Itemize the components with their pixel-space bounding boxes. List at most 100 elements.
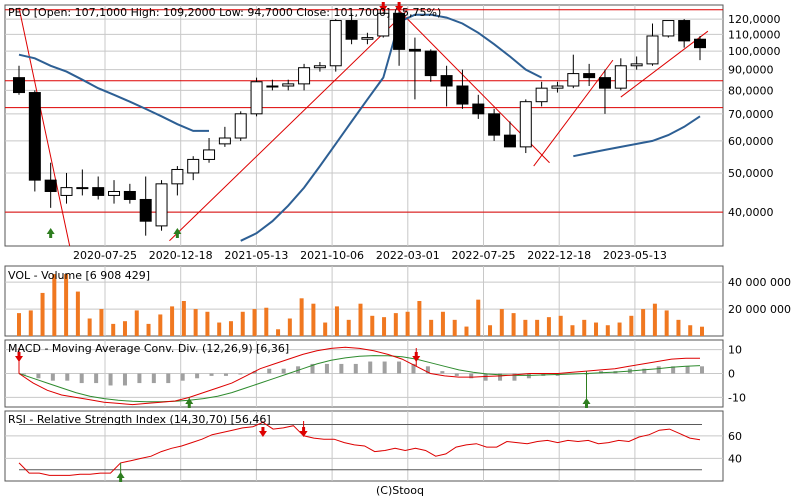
volume-bar: [605, 325, 610, 336]
macd-histogram-bar: [180, 373, 185, 381]
macd-histogram-bar: [469, 373, 474, 379]
candle-body: [298, 67, 311, 85]
volume-bar: [629, 315, 634, 336]
price-moving-average: [240, 13, 543, 242]
macd-histogram-bar: [267, 368, 272, 374]
rsi-ytick-label: 60: [728, 430, 742, 443]
volume-bar: [158, 314, 163, 336]
volume-bar: [299, 298, 304, 336]
macd-histogram-bar: [483, 373, 488, 381]
volume-bar: [87, 318, 92, 336]
volume-bar: [676, 319, 681, 336]
volume-bar: [287, 318, 292, 336]
candle-body: [234, 113, 247, 139]
volume-bar: [558, 315, 563, 336]
candle-body: [440, 75, 453, 87]
candle-body: [250, 81, 263, 115]
candle-body: [203, 149, 216, 160]
price-xtick-label: 2022-03-01: [376, 249, 440, 262]
candle-body: [503, 134, 516, 148]
candle-body: [187, 158, 200, 174]
macd-histogram-bar: [512, 373, 517, 381]
rsi-ytick-label: 40: [728, 452, 742, 465]
volume-bar: [617, 322, 622, 336]
candle-body: [694, 38, 706, 49]
volume-bar: [582, 319, 587, 336]
footer-credit: (C)Stooq: [375, 484, 424, 497]
volume-bar: [641, 309, 646, 336]
candle-body: [646, 35, 659, 65]
candle-body: [282, 83, 295, 87]
volume-bar: [382, 317, 387, 336]
candle-body: [329, 20, 342, 67]
candle-body: [313, 65, 326, 69]
macd-histogram-bar: [656, 366, 661, 374]
price-ytick-label: 90,0000: [728, 64, 774, 77]
macd-histogram-bar: [65, 373, 70, 381]
volume-ytick-label: 20 000 000: [728, 303, 791, 316]
candle-body: [28, 92, 41, 181]
macd-legend: MACD - Moving Average Conv. Div. (12,26,…: [8, 342, 289, 355]
macd-histogram-bar: [108, 373, 113, 386]
price-panel-frame: [4, 4, 724, 247]
candle-body: [155, 183, 168, 227]
macd-histogram-bar: [79, 373, 84, 384]
volume-bar: [535, 319, 540, 336]
volume-bar: [99, 309, 104, 336]
volume-bar: [193, 309, 198, 336]
volume-bar: [664, 310, 669, 336]
volume-bar: [405, 311, 410, 336]
price-sell-arrow: [395, 2, 404, 12]
price-xtick-label: 2021-05-13: [224, 249, 288, 262]
volume-bar: [134, 310, 139, 336]
macd-histogram-bar: [223, 373, 228, 376]
price-xtick-label: 2022-07-25: [452, 249, 516, 262]
candle-body: [424, 50, 437, 77]
volume-bar: [276, 329, 281, 336]
volume-bar: [523, 319, 528, 336]
volume-bar: [370, 315, 375, 336]
macd-histogram-bar: [137, 373, 142, 384]
macd-histogram-bar: [166, 373, 171, 384]
volume-bar: [240, 311, 245, 336]
volume-bar: [464, 326, 469, 336]
volume-bar: [264, 307, 269, 336]
macd-histogram-bar: [122, 373, 127, 386]
macd-histogram-bar: [324, 363, 329, 374]
macd-histogram-bar: [209, 373, 214, 376]
macd-histogram-bar: [281, 368, 286, 374]
volume-bar: [393, 313, 398, 336]
macd-histogram-bar: [353, 363, 358, 374]
price-ytick-label: 40,0000: [728, 206, 774, 219]
macd-buy-arrow: [185, 398, 194, 408]
price-moving-average: [18, 53, 209, 132]
macd-histogram-bar: [382, 361, 387, 374]
volume-bar: [181, 301, 186, 336]
candle-body: [535, 87, 548, 103]
candle-body: [393, 12, 406, 50]
candle-body: [92, 187, 105, 196]
candle-body: [519, 101, 532, 148]
candle-body: [598, 77, 611, 89]
candle-body: [614, 65, 627, 89]
candle-body: [408, 48, 421, 52]
volume-bar: [358, 303, 363, 336]
macd-histogram-bar: [685, 366, 690, 374]
price-trend-line: [18, 7, 71, 247]
volume-bar: [499, 309, 504, 336]
volume-bar: [546, 317, 551, 336]
price-ytick-label: 50,0000: [728, 167, 774, 180]
macd-histogram-bar: [238, 373, 243, 375]
volume-bar: [594, 322, 599, 336]
macd-histogram-bar: [440, 371, 445, 374]
volume-bar: [64, 274, 69, 336]
candle-body: [377, 12, 390, 37]
macd-histogram-bar: [50, 373, 55, 381]
macd-histogram-bar: [368, 361, 373, 374]
candle-body: [13, 77, 25, 94]
macd-sell-arrow: [15, 352, 23, 362]
macd-sell-arrow: [412, 352, 421, 362]
volume-bar: [146, 323, 151, 336]
volume-bar: [40, 292, 45, 336]
rsi-line: [18, 421, 701, 476]
